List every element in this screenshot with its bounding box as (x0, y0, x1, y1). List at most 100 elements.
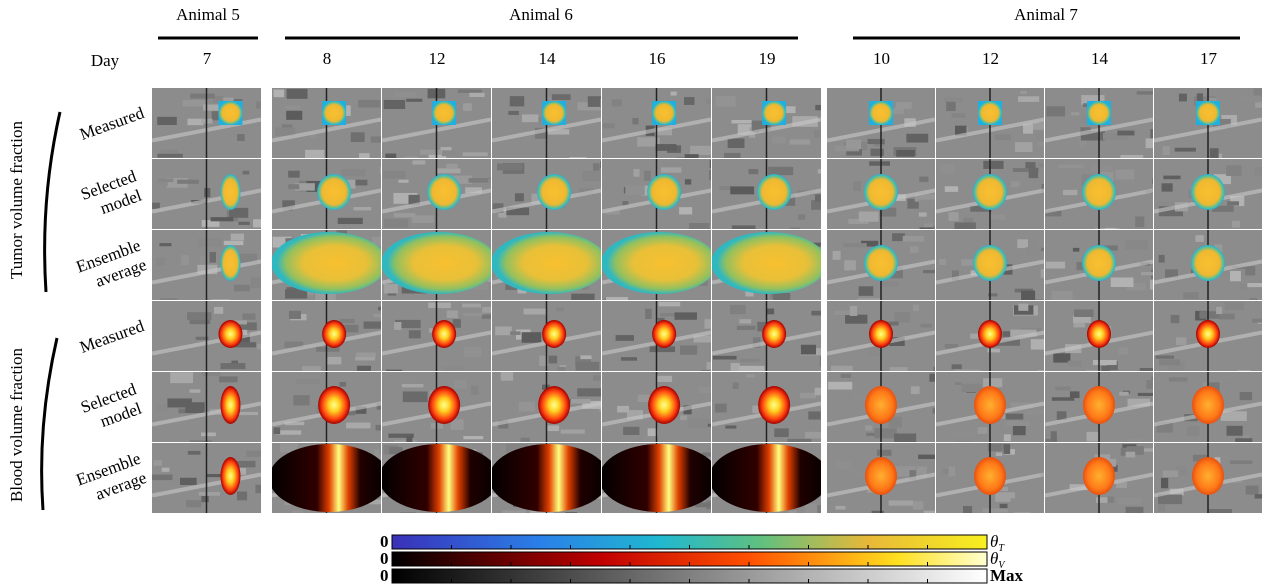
image-panel (152, 88, 271, 158)
group-label: Animal 7 (1014, 5, 1078, 24)
texture (157, 117, 177, 125)
texture (902, 510, 924, 517)
texture (939, 259, 946, 265)
texture (158, 179, 174, 183)
texture (805, 504, 817, 514)
texture (246, 450, 262, 456)
texture (364, 321, 384, 328)
texture (752, 406, 758, 413)
texture (1096, 497, 1108, 503)
texture (1226, 373, 1236, 380)
texture (346, 423, 370, 429)
image-panel (602, 301, 728, 379)
texture (237, 461, 255, 467)
image-panel (152, 301, 269, 371)
texture (961, 384, 981, 392)
texture (1255, 494, 1270, 498)
texture (1086, 432, 1099, 442)
tumor-model (757, 174, 791, 210)
texture (1230, 271, 1241, 281)
texture (1025, 247, 1041, 256)
texture (384, 219, 408, 228)
blood-ensemble (489, 444, 609, 512)
tumor-ensemble (491, 232, 607, 294)
texture (437, 168, 461, 173)
texture (1063, 190, 1078, 195)
day-label: 17 (1200, 49, 1218, 68)
texture (919, 212, 927, 216)
tumor-measured (762, 101, 786, 125)
texture (152, 475, 172, 481)
texture (940, 164, 955, 173)
texture (656, 144, 677, 151)
texture (510, 96, 524, 106)
texture (170, 372, 193, 383)
image-panel (1045, 230, 1166, 302)
texture (274, 427, 280, 434)
figure: Day Animal 57Animal 6812141619Animal 710… (0, 0, 1270, 588)
texture (447, 310, 458, 318)
image-panel (827, 372, 944, 444)
texture (811, 200, 829, 210)
texture (946, 102, 955, 111)
texture (881, 281, 898, 286)
texture (1209, 509, 1232, 517)
texture (1135, 216, 1144, 227)
day-label: 12 (429, 49, 446, 68)
texture (1156, 356, 1174, 359)
texture (214, 307, 223, 314)
tumor-measured (322, 101, 346, 125)
image-panel (712, 159, 839, 237)
texture (234, 285, 250, 292)
texture (202, 372, 220, 376)
texture (402, 384, 424, 387)
image-panel (152, 159, 274, 229)
texture (219, 376, 238, 382)
texture (617, 406, 629, 413)
tumor-ensemble (711, 232, 827, 294)
image-panel (712, 372, 836, 447)
texture (767, 309, 775, 315)
texture (463, 313, 483, 316)
texture (685, 154, 699, 159)
tumor-model (1082, 174, 1116, 210)
blood-ensemble (709, 444, 829, 512)
blood-model (538, 386, 570, 424)
texture (1226, 165, 1241, 176)
texture (359, 153, 370, 158)
image-panel (1154, 372, 1262, 444)
texture (1004, 434, 1011, 441)
texture (910, 246, 918, 253)
texture (1125, 240, 1148, 250)
tumor-measured (978, 101, 1002, 125)
blood-ensemble (379, 444, 499, 512)
texture (746, 374, 755, 377)
image-panel (152, 230, 266, 309)
texture (580, 355, 591, 359)
group-label: Animal 6 (509, 5, 573, 24)
texture (645, 309, 652, 319)
texture (446, 164, 457, 168)
texture (458, 89, 482, 92)
tumor-measured (869, 101, 893, 125)
texture (285, 106, 300, 110)
texture (1252, 319, 1264, 323)
texture (159, 243, 171, 246)
texture (1240, 283, 1247, 290)
texture (180, 478, 197, 485)
texture (243, 171, 250, 175)
texture (340, 382, 347, 387)
texture (1176, 337, 1187, 345)
texture (730, 305, 746, 314)
row-label-line: Measured (77, 103, 147, 144)
tumor-model (537, 174, 571, 210)
texture (1210, 148, 1219, 158)
texture (340, 319, 355, 323)
texture (201, 432, 216, 436)
texture (644, 171, 651, 181)
texture (400, 512, 416, 518)
texture (1018, 96, 1039, 102)
texture (1020, 91, 1027, 94)
texture (293, 395, 309, 405)
texture (896, 150, 915, 157)
